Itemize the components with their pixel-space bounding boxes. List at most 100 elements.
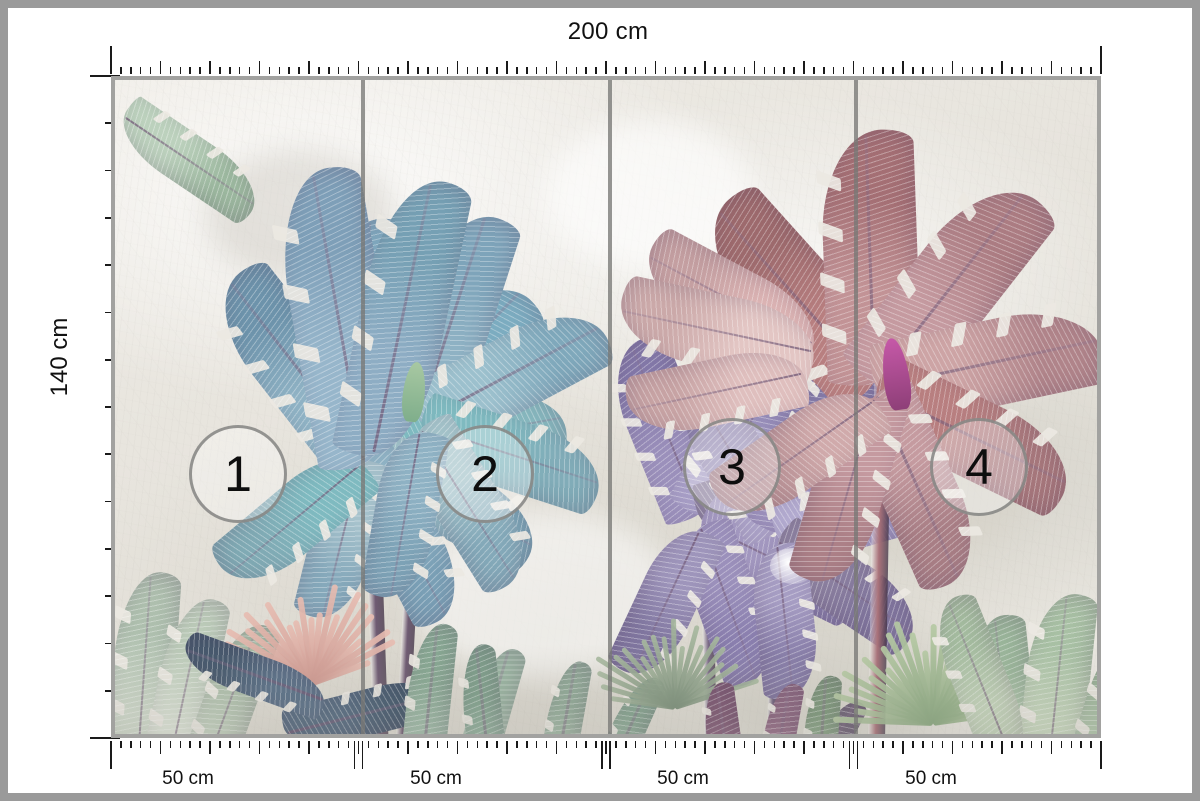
ruler-tick bbox=[556, 741, 558, 754]
ruler-tick bbox=[368, 741, 370, 748]
ruler-tick bbox=[516, 741, 518, 748]
leaf-notch bbox=[916, 370, 942, 390]
ruler-tick bbox=[823, 741, 825, 748]
ruler-tick bbox=[615, 67, 617, 74]
ruler-tick bbox=[110, 741, 112, 769]
ruler-tick bbox=[962, 67, 964, 74]
ruler-tick bbox=[1041, 741, 1043, 748]
ruler-tick bbox=[427, 741, 429, 748]
ruler-tick bbox=[269, 67, 271, 74]
ruler-tick bbox=[1090, 741, 1092, 748]
ruler-tick bbox=[417, 67, 419, 74]
ruler-tick bbox=[477, 67, 479, 74]
ruler-tick bbox=[922, 67, 924, 74]
ruler-tick bbox=[655, 741, 657, 754]
ruler-tick bbox=[942, 67, 944, 74]
ruler-tick bbox=[229, 741, 231, 748]
ruler-tick bbox=[407, 741, 409, 754]
ruler-tick bbox=[199, 741, 201, 748]
ruler-tick bbox=[853, 61, 855, 74]
ruler-tick bbox=[922, 741, 924, 748]
wall-mural-preview[interactable]: 1 2 3 4 bbox=[111, 76, 1101, 738]
ruler-tick bbox=[576, 741, 578, 748]
ruler-tick bbox=[615, 741, 617, 748]
ruler-tick bbox=[1001, 741, 1003, 754]
leaf-notch bbox=[822, 323, 847, 345]
segment-label-2: 50 cm bbox=[356, 768, 516, 790]
ruler-tick bbox=[387, 67, 389, 74]
ruler-tick bbox=[457, 61, 459, 74]
ruler-tick bbox=[516, 67, 518, 74]
ruler-tick bbox=[249, 741, 251, 748]
ruler-tick bbox=[1080, 741, 1082, 748]
total-height-label: 140 cm bbox=[46, 297, 74, 417]
ruler-tick bbox=[595, 741, 597, 748]
ruler-tick bbox=[902, 741, 904, 754]
panel-number-4[interactable]: 4 bbox=[930, 418, 1028, 516]
ruler-tick bbox=[368, 67, 370, 74]
segment-label-1: 50 cm bbox=[108, 768, 268, 790]
ruler-tick bbox=[160, 61, 162, 74]
ruler-tick bbox=[556, 61, 558, 74]
ruler-tick bbox=[912, 67, 914, 74]
leaf-notch bbox=[737, 576, 757, 584]
ruler-tick bbox=[863, 67, 865, 74]
leaf-notch bbox=[862, 507, 881, 529]
leaf-notch bbox=[971, 737, 990, 738]
ruler-tick bbox=[506, 741, 508, 754]
ruler-tick bbox=[387, 741, 389, 748]
ruler-tick bbox=[833, 67, 835, 74]
leaf-notch bbox=[179, 128, 198, 141]
ruler-tick bbox=[298, 67, 300, 74]
ruler-tick bbox=[744, 741, 746, 748]
ruler-tick bbox=[397, 741, 399, 748]
leaf-notch bbox=[725, 545, 745, 553]
ruler-tick bbox=[1051, 61, 1053, 74]
ruler-tick bbox=[813, 741, 815, 748]
ruler-tick bbox=[932, 741, 934, 748]
ruler-tick bbox=[189, 741, 191, 748]
ruler-tick bbox=[308, 741, 310, 754]
ruler-tick bbox=[694, 67, 696, 74]
leaf-notch bbox=[820, 272, 845, 294]
leaf-notch bbox=[908, 414, 933, 424]
ruler-tick bbox=[209, 741, 211, 754]
leaf-notch bbox=[872, 469, 891, 491]
leaf-notch bbox=[958, 526, 983, 536]
ruler-tick bbox=[288, 67, 290, 74]
ruler-tick bbox=[160, 741, 162, 754]
ruler-tick bbox=[269, 741, 271, 748]
ruler-tick bbox=[1080, 67, 1082, 74]
panel-number-3[interactable]: 3 bbox=[683, 418, 781, 516]
ruler-tick bbox=[675, 67, 677, 74]
ruler-tick bbox=[259, 741, 261, 754]
ruler-tick bbox=[863, 741, 865, 748]
ruler-tick bbox=[417, 741, 419, 748]
ruler-tick bbox=[991, 741, 993, 748]
ruler-tick bbox=[328, 741, 330, 748]
ruler-tick bbox=[754, 741, 756, 754]
panel-seam-tick bbox=[857, 741, 859, 769]
ruler-tick bbox=[645, 67, 647, 74]
panel-number-2[interactable]: 2 bbox=[436, 425, 534, 523]
panel-number-1[interactable]: 1 bbox=[189, 425, 287, 523]
page-frame: 200 cm 140 cm 50 cm 50 cm 50 cm 50 cm 1 … bbox=[0, 0, 1200, 801]
ruler-tick bbox=[704, 61, 706, 74]
panel-seam-tick bbox=[354, 741, 356, 769]
ruler-tick bbox=[1031, 741, 1033, 748]
ruler-tick bbox=[635, 67, 637, 74]
ruler-tick bbox=[1041, 67, 1043, 74]
ruler-tick bbox=[595, 67, 597, 74]
ruler-top bbox=[111, 44, 1101, 74]
ruler-tick bbox=[665, 67, 667, 74]
ruler-tick bbox=[1071, 67, 1073, 74]
ruler-tick bbox=[972, 67, 974, 74]
ruler-tick bbox=[566, 67, 568, 74]
ruler-tick bbox=[873, 67, 875, 74]
ruler-tick bbox=[774, 741, 776, 748]
ruler-tick bbox=[764, 67, 766, 74]
ruler-tick bbox=[665, 741, 667, 748]
ruler-tick bbox=[892, 67, 894, 74]
ruler-tick bbox=[694, 741, 696, 748]
ruler-tick bbox=[783, 741, 785, 748]
